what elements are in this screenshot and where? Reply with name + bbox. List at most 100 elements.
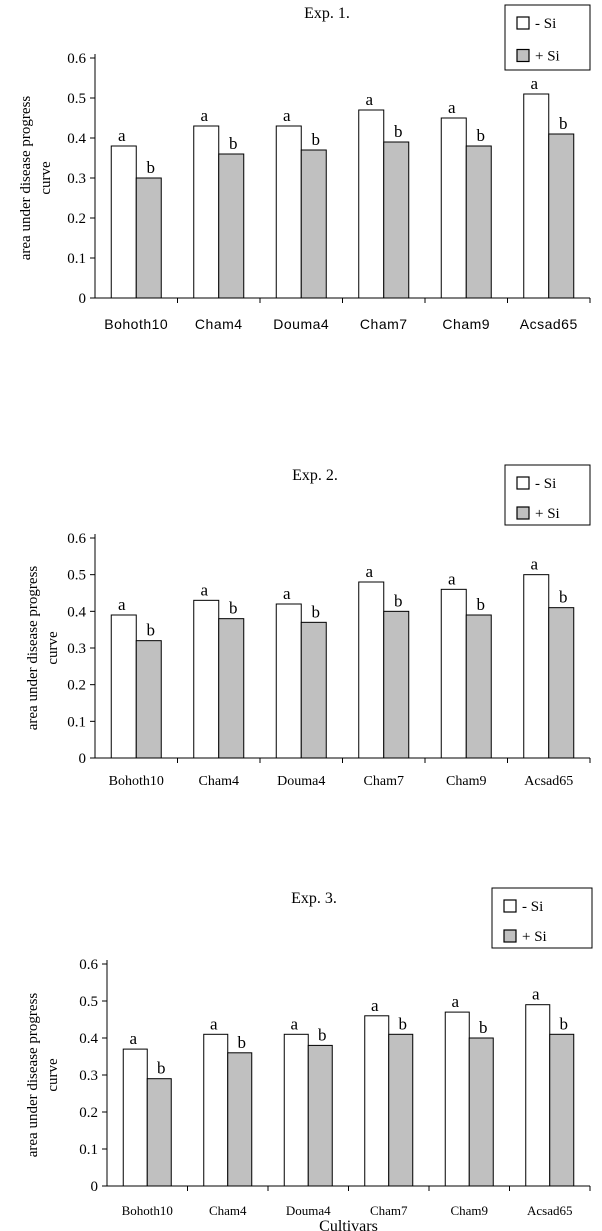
bar-letter-label: b: [147, 158, 156, 177]
bar-letter-label: a: [365, 90, 373, 109]
y-axis-label: area under disease progress curve: [18, 96, 54, 261]
legend: - Si + Si: [491, 887, 593, 949]
bar-plus-si: [135, 640, 162, 759]
y-axis-label-line: curve: [45, 1058, 61, 1092]
bar-letter-label: b: [560, 1014, 569, 1033]
bar-plus-si: [227, 1052, 253, 1187]
y-tick-label: 0.1: [67, 251, 86, 267]
x-tick-label: Cham9: [446, 774, 486, 789]
bar-minus-si: [358, 581, 385, 759]
y-tick-label: 0.5: [79, 994, 98, 1010]
bar-minus-si: [440, 588, 467, 759]
bar-minus-si: [523, 93, 550, 299]
y-tick-label: 0.4: [79, 1031, 98, 1047]
x-tick-label: Cham4: [199, 774, 239, 789]
x-tick-label: Douma4: [286, 1203, 331, 1218]
x-tick-label: Cham9: [450, 1203, 488, 1218]
bar-plus-si: [468, 1037, 494, 1187]
y-axis-label-line: curve: [45, 631, 61, 665]
bar-plus-si: [465, 614, 492, 759]
x-tick-label: Bohoth10: [122, 1203, 173, 1218]
bar-plus-si: [218, 618, 245, 759]
legend-label: - Si: [535, 476, 556, 492]
x-tick-label: Cham9: [442, 316, 490, 330]
bar-minus-si: [523, 574, 550, 759]
bar-letter-label: b: [238, 1033, 247, 1052]
bar-letter-label: b: [559, 588, 568, 607]
bar-minus-si: [193, 125, 220, 299]
y-tick-label: 0.3: [67, 171, 86, 187]
legend-swatch-minus-si: [516, 16, 530, 30]
bar-letter-label: a: [283, 106, 291, 125]
bar-plus-si: [307, 1044, 333, 1187]
bar-letter-label: b: [394, 122, 403, 141]
bar-letter-label: a: [530, 74, 538, 93]
legend-label: - Si: [535, 16, 556, 32]
bar-plus-si: [548, 133, 575, 299]
y-tick-label: 0.4: [67, 131, 86, 147]
y-tick-label: 0.1: [67, 714, 86, 730]
bar-plus-si: [383, 141, 410, 299]
bar-letter-label: b: [479, 1018, 488, 1037]
bar-plus-si: [300, 149, 327, 299]
bar-letter-label: a: [448, 569, 456, 588]
legend-label: - Si: [522, 899, 543, 915]
y-tick-label: 0: [79, 291, 87, 307]
chart-svg-exp-3: Exp. 3. area under disease progress curve 0…: [25, 887, 593, 1231]
bar-minus-si: [122, 1048, 148, 1187]
x-axis-label: Cultivars: [319, 1218, 378, 1231]
bar-plus-si: [218, 153, 245, 299]
chart-title: Exp. 3.: [291, 890, 337, 907]
y-axis-label-line: area under disease progress: [25, 993, 41, 1158]
bar-minus-si: [283, 1033, 309, 1187]
bar-plus-si: [548, 607, 575, 759]
x-tick-label: Douma4: [273, 316, 329, 330]
y-tick-label: 0.1: [79, 1142, 98, 1158]
bar-minus-si: [110, 145, 137, 299]
chart-exp-2: Exp. 2. area under disease progress curve 0…: [0, 460, 602, 790]
chart-title: Exp. 2.: [292, 467, 338, 484]
bar-letter-label: a: [532, 985, 540, 1004]
y-tick-label: 0.2: [67, 211, 86, 227]
bar-letter-label: b: [229, 134, 238, 153]
bar-letter-label: a: [365, 562, 373, 581]
bar-letter-label: b: [312, 130, 321, 149]
legend-swatch-plus-si: [516, 48, 530, 63]
bar-plus-si: [300, 621, 327, 759]
bar-letter-label: a: [530, 555, 538, 574]
legend-swatch-minus-si: [503, 899, 517, 913]
legend-label: + Si: [535, 49, 560, 65]
bar-minus-si: [364, 1015, 390, 1187]
legend-box: [504, 464, 591, 526]
x-tick-label: Acsad65: [527, 1203, 573, 1218]
y-axis-label-line: curve: [38, 161, 54, 195]
bar-letter-label: b: [229, 599, 238, 618]
bar-plus-si: [549, 1033, 575, 1187]
legend-label: + Si: [522, 929, 547, 945]
x-tick-label: Bohoth10: [109, 774, 164, 789]
y-tick-label: 0.5: [67, 568, 86, 584]
bar-plus-si: [383, 610, 410, 759]
legend: - Si + Si: [504, 464, 591, 526]
bar-minus-si: [275, 125, 302, 299]
bar-minus-si: [440, 117, 467, 299]
y-axis-label: area under disease progress curve: [25, 566, 61, 731]
y-tick-label: 0.4: [67, 604, 86, 620]
bar-letter-label: a: [129, 1029, 137, 1048]
y-tick-label: 0.6: [67, 51, 86, 67]
legend-swatch-minus-si: [516, 476, 530, 490]
legend: - Si + Si: [504, 4, 591, 71]
bar-minus-si: [358, 109, 385, 299]
bar-plus-si: [146, 1078, 172, 1187]
y-tick-label: 0.2: [67, 678, 86, 694]
bar-letter-label: b: [477, 126, 486, 145]
bar-minus-si: [203, 1033, 229, 1187]
bar-letter-label: b: [559, 114, 568, 133]
bar-letter-label: b: [477, 595, 486, 614]
bar-plus-si: [388, 1033, 414, 1187]
x-tick-label: Cham7: [364, 774, 404, 789]
bar-letter-label: a: [448, 98, 456, 117]
bar-plus-si: [465, 145, 492, 299]
bar-letter-label: a: [200, 580, 208, 599]
bar-plus-si: [135, 177, 162, 299]
